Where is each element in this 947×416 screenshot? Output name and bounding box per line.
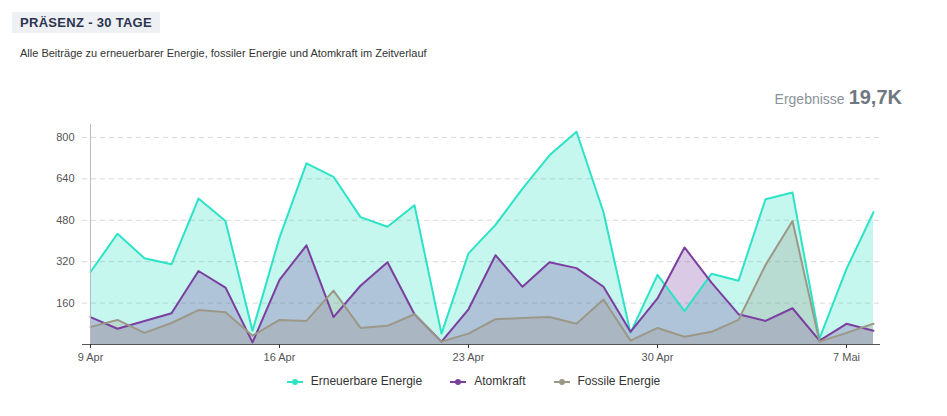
svg-text:9 Apr: 9 Apr (78, 351, 104, 363)
svg-text:30 Apr: 30 Apr (642, 351, 674, 363)
html-text:Alle Beiträge zu erneuerbarer: Alle Beiträge zu erneuerbarer Energie, f… (20, 47, 427, 59)
svg-text:16 Apr: 16 Apr (264, 351, 296, 363)
html-text:Atomkraft: Atomkraft (474, 374, 526, 388)
html-text:PRÄSENZ - 30 TAGE: PRÄSENZ - 30 TAGE (20, 15, 152, 30)
svg-text:800: 800 (56, 131, 74, 143)
svg-text:320: 320 (56, 255, 74, 267)
html-text:Ergebnisse 19,7K: Ergebnisse 19,7K (774, 86, 902, 108)
html-text:Erneuerbare Energie: Erneuerbare Energie (310, 374, 423, 388)
svg-text:480: 480 (56, 214, 74, 226)
svg-text:640: 640 (56, 172, 74, 184)
html-text:Fossile Energie: Fossile Energie (577, 374, 661, 388)
svg-text:23 Apr: 23 Apr (453, 351, 485, 363)
svg-text:160: 160 (56, 297, 74, 309)
svg-text:7 Mai: 7 Mai (833, 351, 860, 363)
